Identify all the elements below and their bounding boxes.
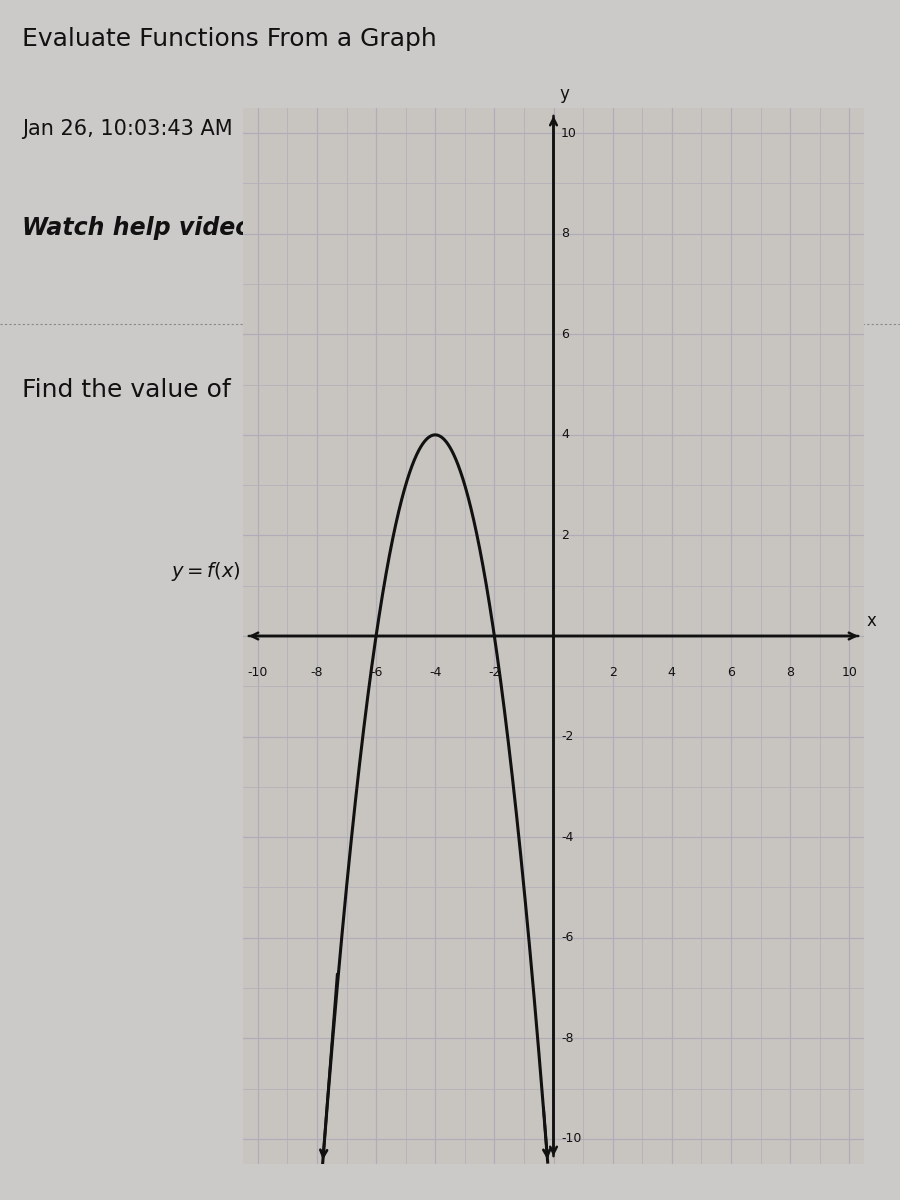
Text: 8: 8 [786,666,794,679]
Text: 4: 4 [561,428,569,442]
Text: x: x [867,612,877,630]
Text: $y = f(x)$: $y = f(x)$ [171,559,241,583]
Text: -6: -6 [370,666,382,679]
Text: $f(-7)$.: $f(-7)$. [243,378,315,404]
Text: -2: -2 [561,730,573,743]
Text: Find the value of: Find the value of [22,378,239,402]
Text: Watch help video: Watch help video [22,216,252,240]
Text: 8: 8 [561,227,569,240]
Text: -8: -8 [561,1032,573,1045]
Text: -10: -10 [248,666,268,679]
Text: 2: 2 [608,666,617,679]
Text: 10: 10 [561,127,577,139]
Text: 6: 6 [727,666,735,679]
Text: -4: -4 [561,830,573,844]
Text: 10: 10 [842,666,857,679]
Text: -2: -2 [488,666,500,679]
Text: y: y [560,85,570,103]
Text: 4: 4 [668,666,676,679]
Text: Evaluate Functions From a Graph: Evaluate Functions From a Graph [22,26,437,50]
Text: -8: -8 [310,666,323,679]
Text: -10: -10 [561,1133,581,1145]
Text: 2: 2 [561,529,569,542]
Text: 6: 6 [561,328,569,341]
Text: -6: -6 [561,931,573,944]
Text: -4: -4 [429,666,441,679]
Text: Jan 26, 10:03:43 AM: Jan 26, 10:03:43 AM [22,119,233,139]
